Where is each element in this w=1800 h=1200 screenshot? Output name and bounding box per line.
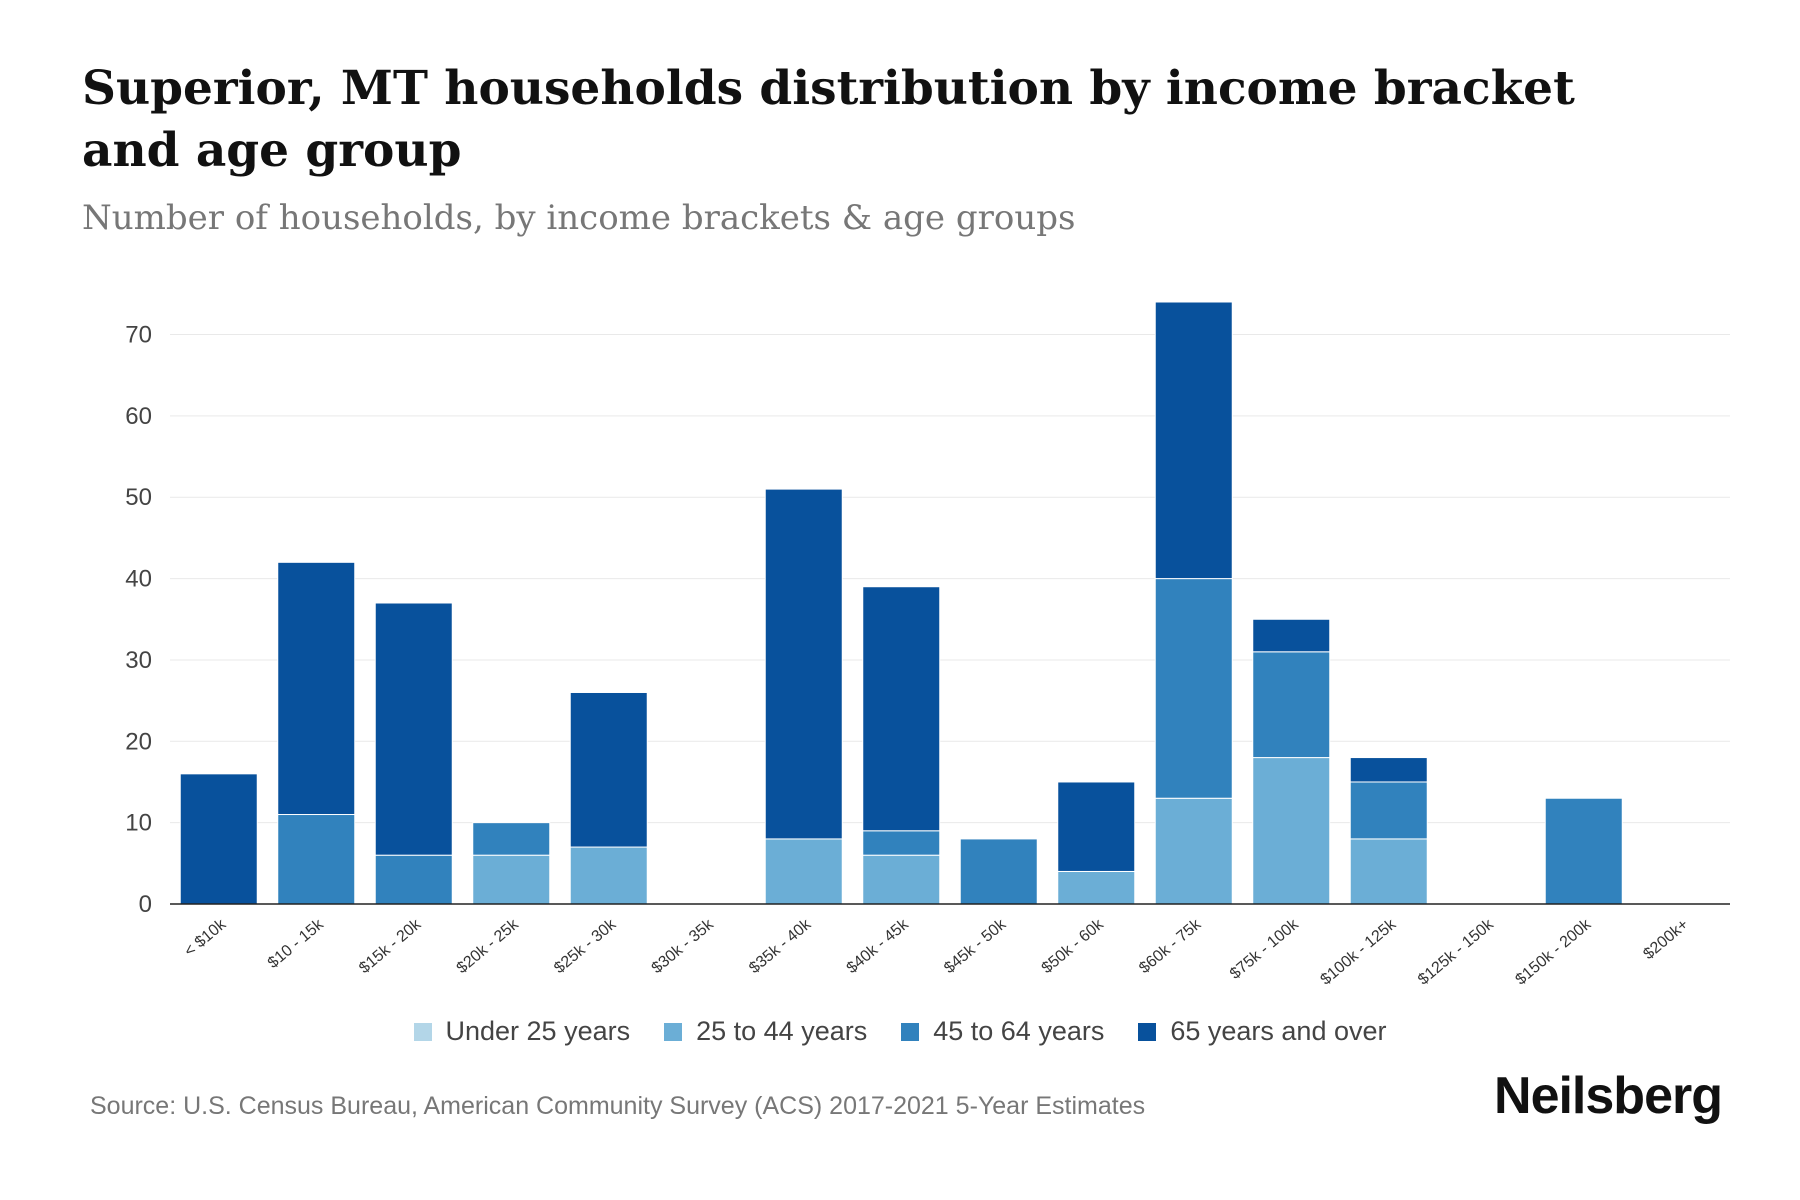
x-tick-label: $50k - 60k — [1039, 915, 1108, 977]
y-tick-label: 70 — [125, 322, 152, 349]
legend-swatch-25-44 — [664, 1022, 683, 1041]
bar-segment — [862, 586, 941, 832]
x-tick-label: $40k - 45k — [844, 915, 913, 977]
legend-item-65-plus: 65 years and over — [1138, 1016, 1387, 1047]
x-tick-label: $15k - 20k — [356, 915, 425, 977]
bar-segment — [764, 838, 843, 905]
stacked-bar-chart: 0 10 20 30 40 50 60 70 < $10k $10 - 15k $15k - 20k… — [125, 301, 1730, 989]
x-tick-label: $60k - 75k — [1136, 915, 1205, 977]
bar-segment — [472, 822, 551, 856]
y-tick-label: 30 — [125, 647, 152, 674]
legend-swatch-45-64 — [901, 1022, 920, 1041]
chart-subtitle: Number of households, by income brackets… — [82, 198, 1076, 238]
legend-label-65-plus: 65 years and over — [1170, 1016, 1387, 1046]
x-tick-label: $75k - 100k — [1227, 915, 1303, 982]
bar-segment — [862, 830, 941, 856]
y-tick-label: 60 — [125, 403, 152, 430]
bar-segment — [1057, 870, 1136, 905]
x-tick-label: $35k - 40k — [746, 915, 815, 977]
bar-segment — [764, 488, 843, 840]
bar-segment — [1349, 781, 1428, 840]
x-tick-label: $125k - 150k — [1415, 915, 1498, 988]
x-tick-label: $10 - 15k — [265, 915, 328, 972]
y-tick-label: 0 — [139, 891, 152, 918]
legend-label-25-44: 25 to 44 years — [696, 1016, 868, 1046]
source-note: Source: U.S. Census Bureau, American Com… — [90, 1092, 1146, 1120]
x-tick-label: $200k+ — [1640, 916, 1691, 963]
bar-segment — [862, 854, 941, 905]
bar-segment — [374, 602, 453, 856]
legend-label-45-64: 45 to 64 years — [933, 1016, 1105, 1046]
chart-legend: Under 25 years 25 to 44 years 45 to 64 y… — [0, 1016, 1800, 1047]
legend-label-under-25: Under 25 years — [445, 1016, 631, 1046]
bar-segment — [1252, 651, 1331, 759]
x-tick-label: $30k - 35k — [649, 915, 718, 977]
bar-segment — [1154, 301, 1233, 580]
legend-item-45-64: 45 to 64 years — [901, 1016, 1104, 1047]
y-tick-label: 20 — [125, 728, 152, 755]
x-tick-label: $25k - 30k — [551, 915, 620, 977]
legend-item-25-44: 25 to 44 years — [664, 1016, 867, 1047]
legend-swatch-under-25 — [413, 1022, 432, 1041]
legend-swatch-65-plus — [1138, 1022, 1157, 1041]
y-tick-label: 10 — [125, 810, 152, 837]
bar-segment — [277, 561, 356, 816]
bar-segment — [277, 814, 356, 905]
bar-segment — [959, 838, 1038, 905]
y-tick-label: 50 — [125, 484, 152, 511]
bar-segment — [1154, 797, 1233, 905]
x-tick-label: $45k - 50k — [941, 915, 1010, 977]
bar-segment — [1252, 757, 1331, 905]
bar-segment — [1349, 838, 1428, 905]
bar-segment — [179, 773, 258, 905]
x-tick-label: $20k - 25k — [454, 915, 523, 977]
chart-title: Superior, MT households distribution by … — [82, 61, 1575, 178]
x-tick-label: < $10k — [181, 915, 230, 960]
bar-segment — [1057, 781, 1136, 872]
bar-segment — [1252, 618, 1331, 653]
bar-segment — [1349, 757, 1428, 783]
y-tick-label: 40 — [125, 566, 152, 593]
x-tick-label: $150k - 200k — [1513, 915, 1596, 988]
bar-segment — [472, 854, 551, 905]
bar-segment — [1544, 797, 1623, 905]
legend-item-under-25: Under 25 years — [413, 1016, 631, 1047]
bar-segment — [569, 846, 648, 905]
bar-segment — [569, 691, 648, 848]
brand-logo: Neilsberg — [1494, 1067, 1723, 1125]
bar-segment — [374, 854, 453, 905]
x-tick-label: $100k - 125k — [1318, 915, 1401, 988]
bar-segment — [1154, 578, 1233, 799]
